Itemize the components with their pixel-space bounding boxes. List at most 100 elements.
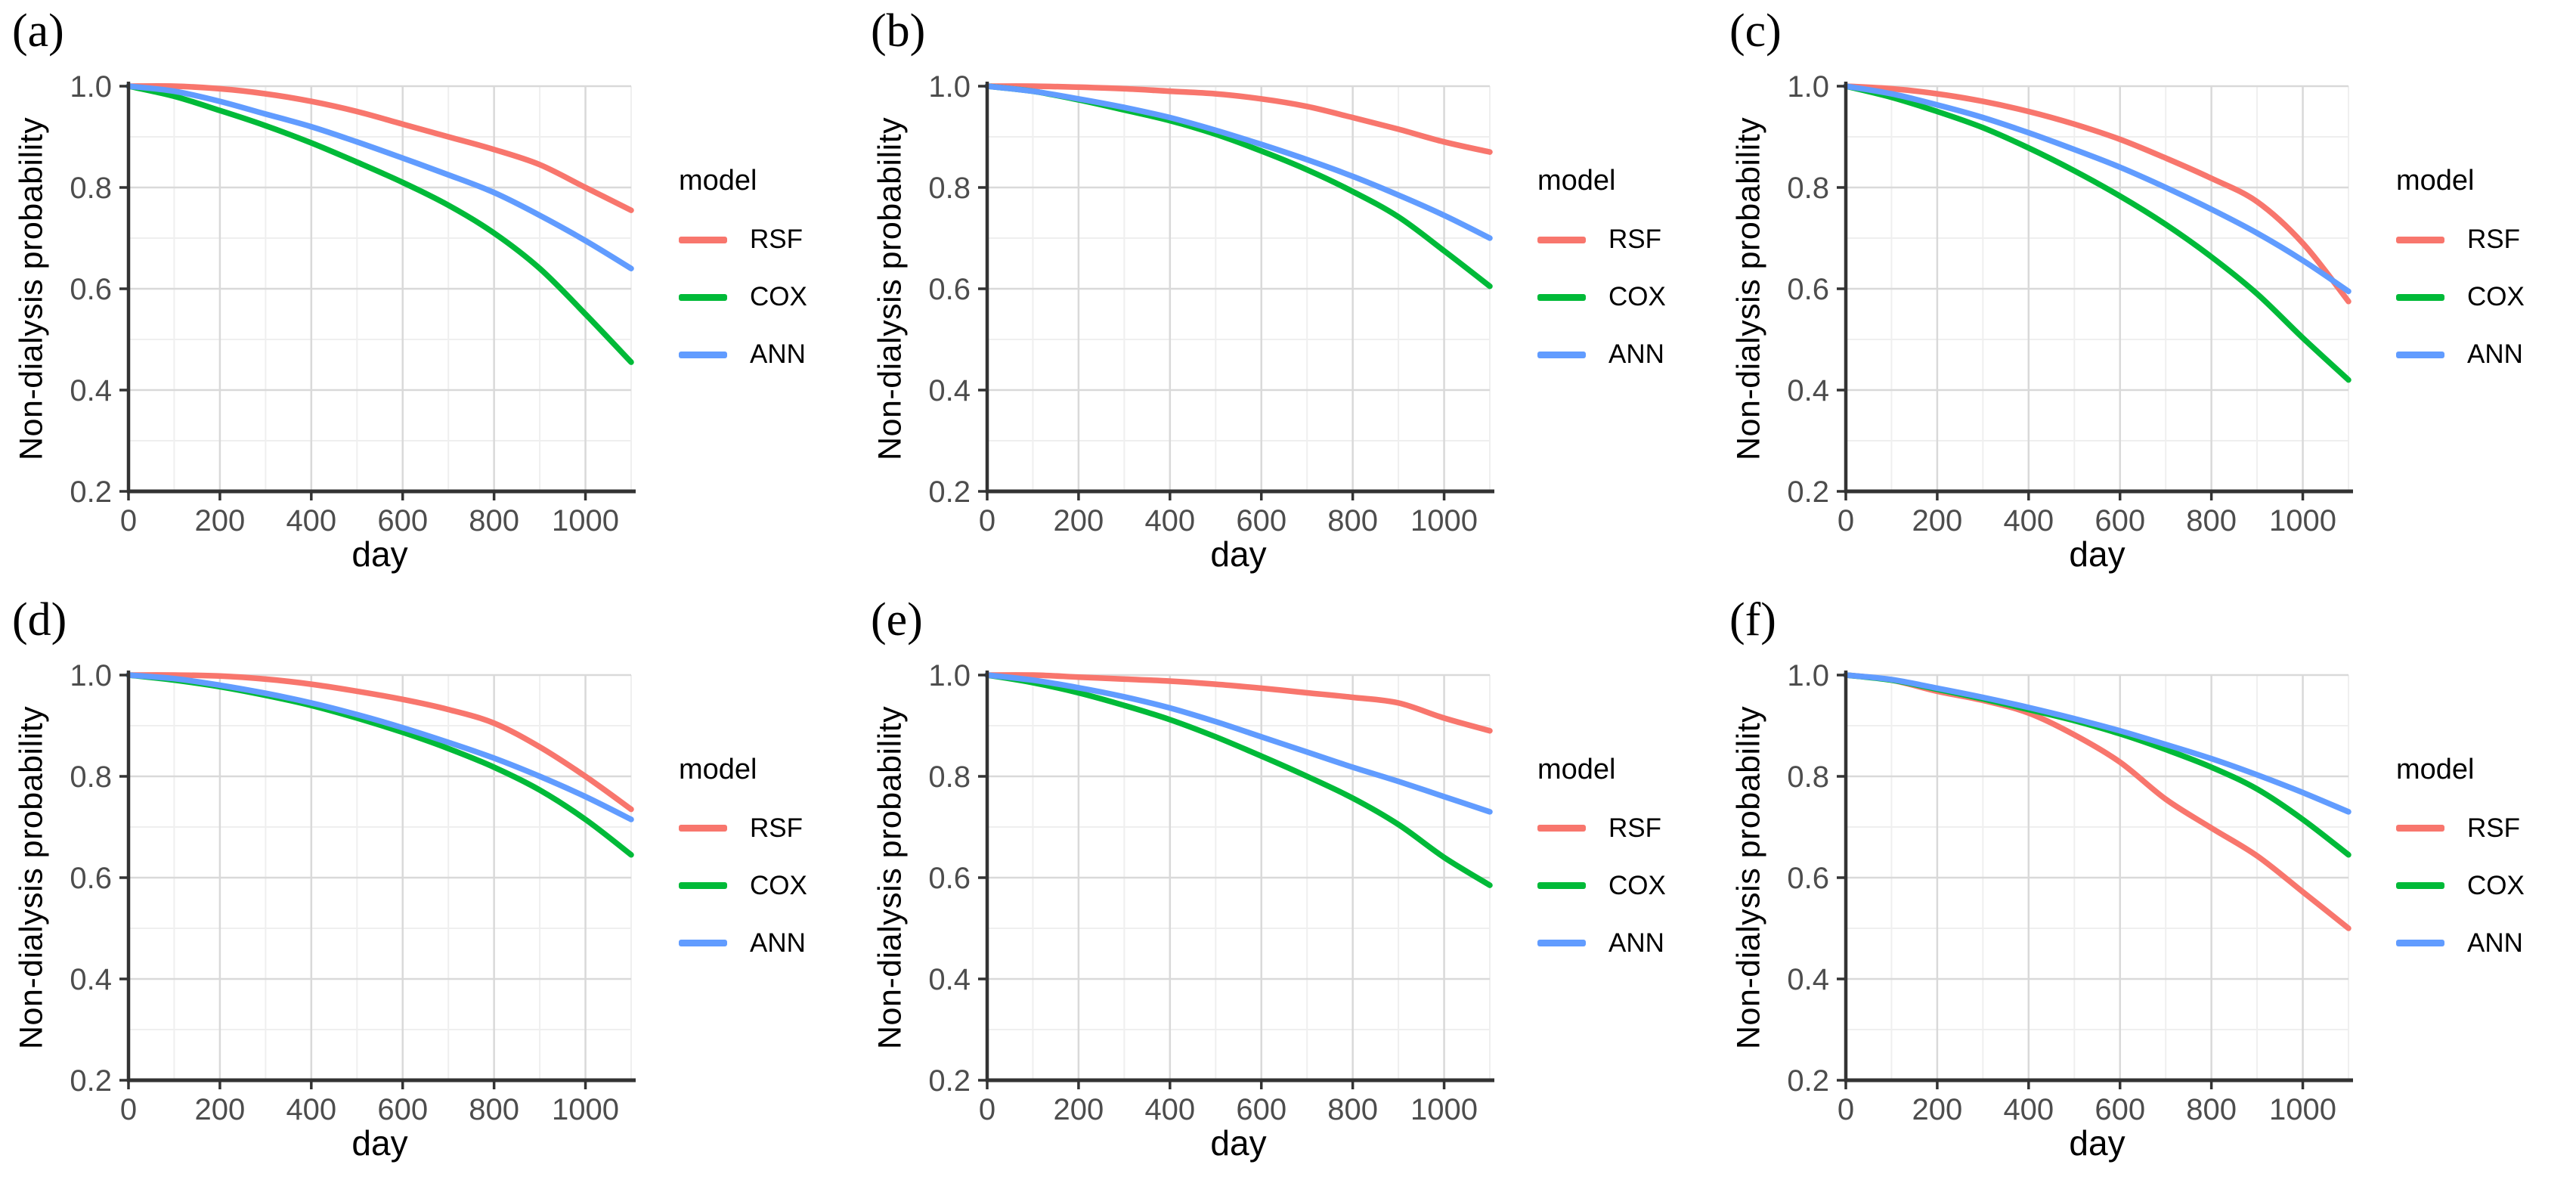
legend-swatch-rsf: [2396, 825, 2444, 832]
legend-label-ann: ANN: [2467, 928, 2523, 958]
legend-title: model: [679, 165, 757, 197]
y-tick-label: 0.6: [70, 862, 112, 895]
legend-item-ann: ANN: [2396, 928, 2525, 959]
series-line-rsf: [125, 671, 634, 812]
series-line-cox: [125, 83, 634, 365]
series-line-ann: [125, 671, 634, 822]
legend-item-cox: COX: [1537, 282, 1666, 312]
legend-label-rsf: RSF: [2467, 813, 2520, 843]
y-tick-label: 0.8: [70, 760, 112, 794]
panel-label: (b): [871, 5, 926, 57]
legend-item-ann: ANN: [679, 928, 807, 959]
panel-b: (b) Non-dialysis probability 0 200 400 600 8…: [859, 0, 1717, 588]
legend-label-ann: ANN: [1608, 928, 1664, 958]
y-tick-label: 0.4: [928, 374, 971, 407]
legend-swatch-cox: [679, 882, 727, 889]
legend-item-cox: COX: [2396, 282, 2525, 312]
legend-item-ann: ANN: [1537, 928, 1666, 959]
y-tick-label: 0.4: [1787, 963, 1829, 996]
legend-label-cox: COX: [2467, 282, 2525, 311]
legend-item-rsf: RSF: [2396, 813, 2525, 844]
legend-label-cox: COX: [750, 282, 807, 311]
legend-item-cox: COX: [1537, 871, 1666, 901]
x-axis-title: day: [351, 534, 408, 574]
legend-item-cox: COX: [679, 282, 807, 312]
series-line-ann: [984, 83, 1493, 241]
legend-label-rsf: RSF: [750, 813, 803, 843]
legend-label-cox: COX: [750, 870, 807, 900]
panel-label: (e): [871, 593, 923, 646]
y-tick-label: 0.4: [928, 963, 971, 996]
legend-item-rsf: RSF: [2396, 225, 2525, 255]
legend-label-cox: COX: [1608, 282, 1666, 311]
legend-swatch-rsf: [1537, 825, 1586, 832]
legend-label-ann: ANN: [1608, 339, 1664, 369]
x-tick-label: 400: [286, 1093, 336, 1126]
series-line-ann: [125, 83, 634, 271]
series-line-cox: [125, 671, 634, 858]
legend-swatch-ann: [1537, 940, 1586, 946]
legend-title: model: [679, 753, 757, 785]
panel-label: (c): [1729, 5, 1782, 57]
y-tick-label: 0.6: [928, 273, 971, 306]
legend: model RSF COX ANN: [679, 165, 807, 370]
series-line-ann: [1843, 83, 2352, 295]
y-tick-label: 0.6: [928, 862, 971, 895]
legend-item-ann: ANN: [679, 339, 807, 370]
x-tick-label: 0: [120, 1093, 137, 1126]
legend-swatch-rsf: [679, 236, 727, 243]
legend-title: model: [2396, 165, 2475, 197]
panel-label: (f): [1729, 593, 1776, 646]
legend-item-cox: COX: [2396, 871, 2525, 901]
x-tick-label: 0: [979, 1093, 995, 1126]
x-tick-label: 200: [1054, 504, 1104, 537]
legend-label-cox: COX: [1608, 870, 1666, 900]
x-tick-label: 800: [469, 1093, 519, 1126]
legend-item-cox: COX: [679, 871, 807, 901]
legend-swatch-cox: [1537, 882, 1586, 889]
panel-f: (f) Non-dialysis probability 0 200 400 600 8…: [1717, 589, 2576, 1177]
y-tick-label: 0.6: [70, 273, 112, 306]
y-tick-label: 1.0: [928, 70, 971, 104]
legend: model RSF COX ANN: [679, 754, 807, 959]
y-tick-label: 1.0: [70, 70, 112, 104]
chart-canvas: 0 200 400 600 800 1000 0.2 0.4 0.6 0.8 1.0: [70, 659, 636, 1126]
chart-canvas: 0 200 400 600 800 1000 0.2 0.4 0.6 0.8 1.0: [928, 70, 1494, 537]
x-tick-label: 200: [195, 504, 246, 537]
y-tick-label: 0.4: [70, 963, 112, 996]
panel-e: (e) Non-dialysis probability 0 200 400 600 8…: [859, 589, 1717, 1177]
legend-label-ann: ANN: [750, 928, 806, 958]
x-tick-label: 1000: [552, 1093, 619, 1126]
chart-canvas: 0 200 400 600 800 1000 0.2 0.4 0.6 0.8 1.0: [70, 70, 636, 537]
x-tick-label: 400: [2003, 504, 2054, 537]
x-axis-title: day: [2069, 1123, 2126, 1163]
panel-label: (d): [12, 593, 67, 646]
x-tick-label: 1000: [2269, 504, 2336, 537]
x-axis-title: day: [1210, 534, 1267, 574]
legend-swatch-cox: [1537, 293, 1586, 301]
x-tick-label: 0: [1838, 504, 1854, 537]
y-tick-label: 0.8: [928, 172, 971, 205]
y-tick-label: 1.0: [1787, 70, 1829, 104]
legend-swatch-rsf: [1537, 236, 1586, 243]
x-tick-label: 1000: [1410, 504, 1478, 537]
x-tick-label: 800: [469, 504, 519, 537]
y-tick-label: 0.2: [70, 1064, 112, 1098]
legend-title: model: [1537, 165, 1616, 197]
series-line-rsf: [984, 671, 1493, 733]
y-tick-label: 0.8: [70, 172, 112, 205]
legend-item-rsf: RSF: [679, 225, 807, 255]
series-line-ann: [984, 671, 1493, 815]
x-tick-label: 600: [2095, 1093, 2145, 1126]
y-tick-label: 0.2: [1787, 475, 1829, 509]
x-tick-label: 1000: [1410, 1093, 1478, 1126]
legend-item-ann: ANN: [2396, 339, 2525, 370]
x-tick-label: 0: [1838, 1093, 1854, 1126]
x-tick-label: 400: [1144, 1093, 1195, 1126]
y-tick-label: 0.4: [1787, 374, 1829, 407]
x-axis-title: day: [1210, 1123, 1267, 1163]
legend-label-rsf: RSF: [1608, 813, 1661, 843]
legend-swatch-ann: [2396, 351, 2444, 358]
legend-label-cox: COX: [2467, 870, 2525, 900]
x-axis-title: day: [2069, 534, 2126, 574]
